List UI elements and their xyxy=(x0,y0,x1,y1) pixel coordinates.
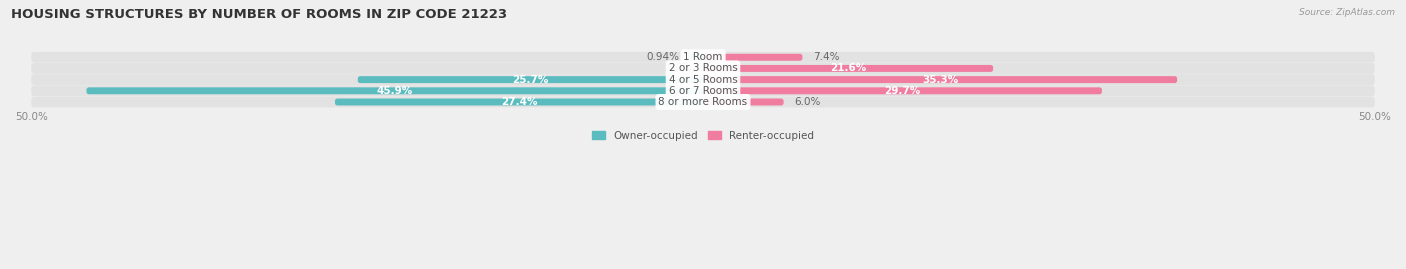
Text: 0.0%: 0.0% xyxy=(666,63,692,73)
Text: 25.7%: 25.7% xyxy=(512,75,548,85)
Text: HOUSING STRUCTURES BY NUMBER OF ROOMS IN ZIP CODE 21223: HOUSING STRUCTURES BY NUMBER OF ROOMS IN… xyxy=(11,8,508,21)
Text: 45.9%: 45.9% xyxy=(377,86,413,96)
FancyBboxPatch shape xyxy=(31,52,1375,63)
Legend: Owner-occupied, Renter-occupied: Owner-occupied, Renter-occupied xyxy=(592,131,814,141)
FancyBboxPatch shape xyxy=(703,98,783,105)
Text: 6 or 7 Rooms: 6 or 7 Rooms xyxy=(669,86,737,96)
FancyBboxPatch shape xyxy=(31,74,1375,85)
Text: Source: ZipAtlas.com: Source: ZipAtlas.com xyxy=(1299,8,1395,17)
FancyBboxPatch shape xyxy=(357,76,703,83)
Text: 4 or 5 Rooms: 4 or 5 Rooms xyxy=(669,75,737,85)
Text: 1 Room: 1 Room xyxy=(683,52,723,62)
FancyBboxPatch shape xyxy=(703,54,803,61)
Text: 7.4%: 7.4% xyxy=(813,52,839,62)
Text: 29.7%: 29.7% xyxy=(884,86,921,96)
Text: 0.94%: 0.94% xyxy=(647,52,679,62)
Text: 8 or more Rooms: 8 or more Rooms xyxy=(658,97,748,107)
Text: 27.4%: 27.4% xyxy=(501,97,537,107)
Text: 21.6%: 21.6% xyxy=(830,63,866,73)
FancyBboxPatch shape xyxy=(31,63,1375,74)
FancyBboxPatch shape xyxy=(703,87,1102,94)
FancyBboxPatch shape xyxy=(703,76,1177,83)
FancyBboxPatch shape xyxy=(690,54,703,61)
Text: 2 or 3 Rooms: 2 or 3 Rooms xyxy=(669,63,737,73)
FancyBboxPatch shape xyxy=(31,86,1375,96)
Text: 6.0%: 6.0% xyxy=(794,97,821,107)
Text: 35.3%: 35.3% xyxy=(922,75,957,85)
FancyBboxPatch shape xyxy=(335,98,703,105)
FancyBboxPatch shape xyxy=(31,97,1375,107)
FancyBboxPatch shape xyxy=(703,65,993,72)
FancyBboxPatch shape xyxy=(87,87,703,94)
